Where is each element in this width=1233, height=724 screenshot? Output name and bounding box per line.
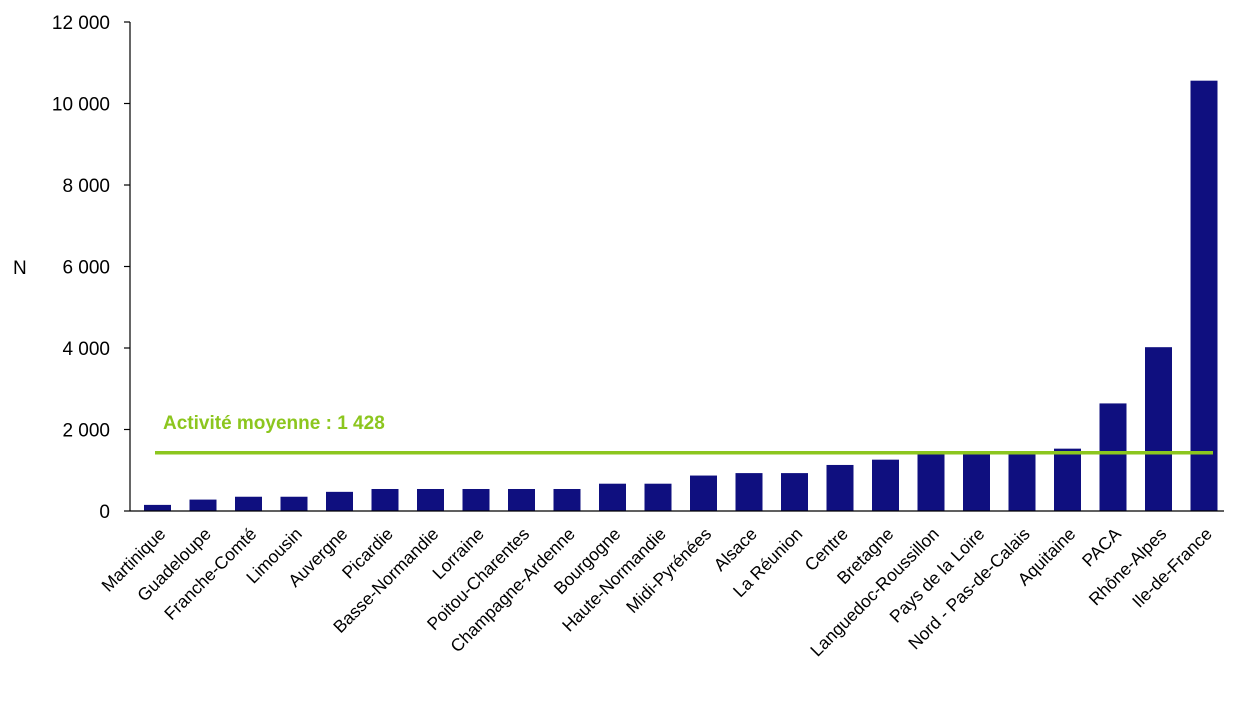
bar-basse-normandie bbox=[417, 488, 444, 511]
bar-languedoc-roussillon bbox=[917, 453, 945, 511]
y-tick-label: 12 000 bbox=[52, 13, 110, 34]
y-tick-label: 0 bbox=[99, 502, 110, 523]
bar-bretagne bbox=[872, 459, 899, 511]
bar-martinique bbox=[144, 504, 171, 511]
bar-alsace bbox=[735, 473, 763, 511]
bar-aquitaine bbox=[1054, 448, 1081, 511]
y-tick-label: 10 000 bbox=[52, 95, 110, 116]
x-axis-labels: MartiniqueGuadeloupeFranche-ComtéLimousi… bbox=[97, 523, 1215, 660]
bar-centre bbox=[826, 464, 854, 511]
y-axis-label: N bbox=[13, 258, 27, 279]
average-reference-label: Activité moyenne : 1 428 bbox=[163, 413, 385, 434]
bar-pays-de-la-loire bbox=[963, 452, 990, 511]
bar-picardie bbox=[371, 488, 399, 511]
bar-lorraine bbox=[462, 488, 490, 511]
bar-guadeloupe bbox=[189, 499, 217, 511]
bar-poitou-charentes bbox=[508, 488, 535, 511]
y-tick-label: 2 000 bbox=[62, 421, 110, 442]
bar-limousin bbox=[280, 496, 308, 511]
bar-midi-pyr-n-es bbox=[690, 475, 717, 511]
bar-paca bbox=[1099, 403, 1127, 511]
bar-haute-normandie bbox=[644, 483, 672, 511]
bar-nord-pas-de-calais bbox=[1008, 451, 1036, 511]
y-axis: 0 2 000 4 000 6 000 8 000 10 000 12 000 bbox=[52, 13, 130, 523]
y-tick-label: 4 000 bbox=[62, 339, 110, 360]
bar-ile-de-france bbox=[1190, 80, 1218, 512]
bar-rh-ne-alpes bbox=[1145, 347, 1172, 511]
bar-la-r-union bbox=[781, 473, 808, 511]
y-tick-label: 6 000 bbox=[62, 258, 110, 279]
bar-champagne-ardenne bbox=[553, 488, 581, 511]
bar-auvergne bbox=[326, 491, 353, 511]
bar-bourgogne bbox=[599, 483, 626, 511]
bar-franche-comt- bbox=[235, 496, 262, 511]
x-tick-label: Ile-de-France bbox=[1128, 524, 1216, 612]
y-tick-label: 8 000 bbox=[62, 176, 110, 197]
bars-group bbox=[144, 80, 1218, 512]
